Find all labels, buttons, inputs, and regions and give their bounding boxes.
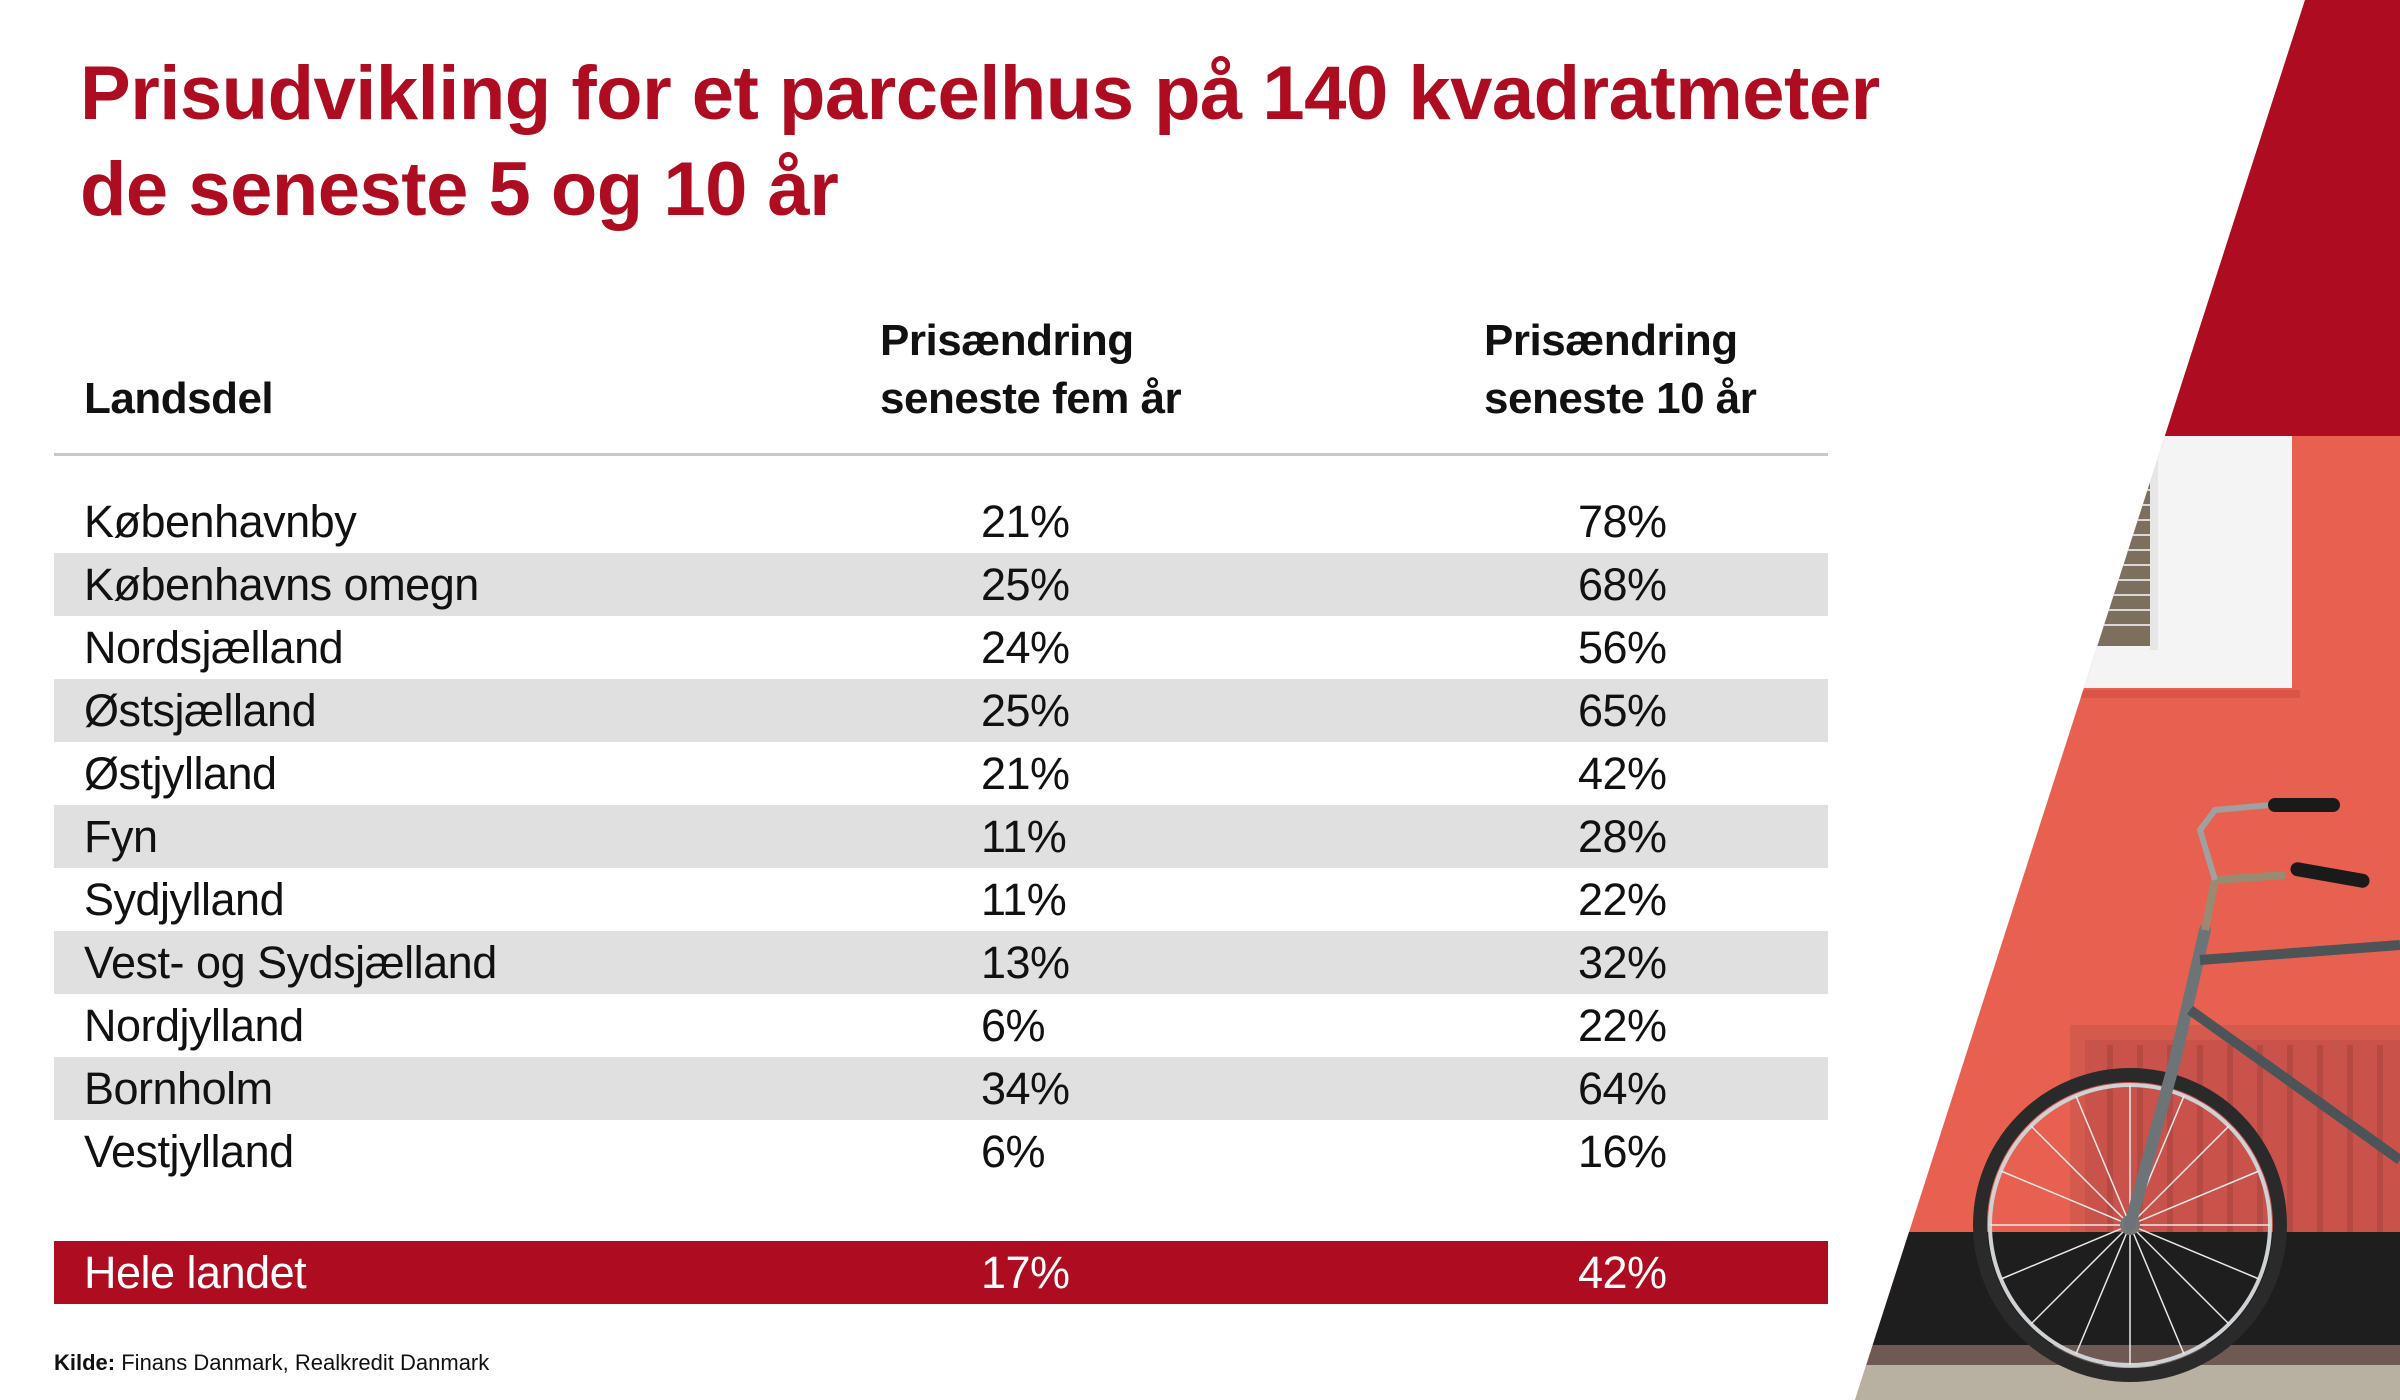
five-year-cell: 24%	[981, 622, 1070, 673]
ten-year-cell: 78%	[1578, 496, 1667, 547]
table-row: Vest- og Sydsjælland 13% 32%	[54, 931, 1828, 994]
table-row: Nordjylland 6% 22%	[54, 994, 1828, 1057]
table-body: Københavnby 21% 78% Københavns omegn 25%…	[54, 490, 1828, 1183]
table-row: Sydjylland 11% 22%	[54, 868, 1828, 931]
table-row: Københavns omegn 25% 68%	[54, 553, 1828, 616]
ten-year-cell: 68%	[1578, 559, 1667, 610]
ten-year-cell: 22%	[1578, 874, 1667, 925]
region-cell: Københavnby	[84, 496, 357, 547]
region-cell: Bornholm	[84, 1063, 273, 1114]
table-row: Vestjylland 6% 16%	[54, 1120, 1828, 1183]
five-year-cell: 21%	[981, 748, 1070, 799]
five-year-cell: 21%	[981, 496, 1070, 547]
ten-year-cell: 65%	[1578, 685, 1667, 736]
title-line-1: Prisudvikling for et parcelhus på 140 kv…	[80, 51, 1880, 136]
region-cell: Nordjylland	[84, 1000, 304, 1051]
ten-year-cell: 28%	[1578, 811, 1667, 862]
source-note: Kilde: Finans Danmark, Realkredit Danmar…	[54, 1350, 489, 1376]
total-region-cell: Hele landet	[84, 1247, 307, 1298]
table-header: Landsdel Prisændring seneste fem år Pris…	[54, 300, 1828, 456]
five-year-cell: 11%	[981, 874, 1067, 925]
title-line-2: de seneste 5 og 10 år	[80, 147, 839, 232]
table-row: Bornholm 34% 64%	[54, 1057, 1828, 1120]
source-label: Kilde:	[54, 1350, 116, 1375]
total-ten-year-cell: 42%	[1578, 1247, 1667, 1298]
page-title: Prisudvikling for et parcelhus på 140 kv…	[80, 46, 1880, 238]
region-cell: Vest- og Sydsjælland	[84, 937, 497, 988]
region-cell: Østsjælland	[84, 685, 317, 736]
five-year-cell: 25%	[981, 559, 1070, 610]
source-text: Finans Danmark, Realkredit Danmark	[115, 1350, 490, 1375]
five-year-cell: 25%	[981, 685, 1070, 736]
header-landsdel: Landsdel	[84, 374, 274, 423]
table-row: Nordsjælland 24% 56%	[54, 616, 1828, 679]
region-cell: Nordsjælland	[84, 622, 344, 673]
region-cell: Østjylland	[84, 748, 277, 799]
total-row: Hele landet 17% 42%	[54, 1241, 1828, 1304]
five-year-cell: 6%	[981, 1000, 1046, 1051]
table-row: Fyn 11% 28%	[54, 805, 1828, 868]
ten-year-cell: 22%	[1578, 1000, 1667, 1051]
region-cell: Københavns omegn	[84, 559, 479, 610]
region-cell: Fyn	[84, 811, 158, 862]
ten-year-cell: 56%	[1578, 622, 1667, 673]
total-five-year-cell: 17%	[981, 1247, 1070, 1298]
five-year-cell: 13%	[981, 937, 1070, 988]
region-cell: Vestjylland	[84, 1126, 294, 1177]
five-year-cell: 6%	[981, 1126, 1046, 1177]
ten-year-cell: 64%	[1578, 1063, 1667, 1114]
table-row: Østjylland 21% 42%	[54, 742, 1828, 805]
region-cell: Sydjylland	[84, 874, 285, 925]
header-five-year: Prisændring seneste fem år	[880, 316, 1182, 423]
ten-year-cell: 16%	[1578, 1126, 1667, 1177]
five-year-cell: 11%	[981, 811, 1067, 862]
five-year-cell: 34%	[981, 1063, 1070, 1114]
table-row: Østsjælland 25% 65%	[54, 679, 1828, 742]
ten-year-cell: 42%	[1578, 748, 1667, 799]
price-table: Landsdel Prisændring seneste fem år Pris…	[54, 300, 1828, 1183]
header-ten-year: Prisændring seneste 10 år	[1484, 316, 1757, 423]
table-row: Københavnby 21% 78%	[54, 490, 1828, 553]
ten-year-cell: 32%	[1578, 937, 1667, 988]
